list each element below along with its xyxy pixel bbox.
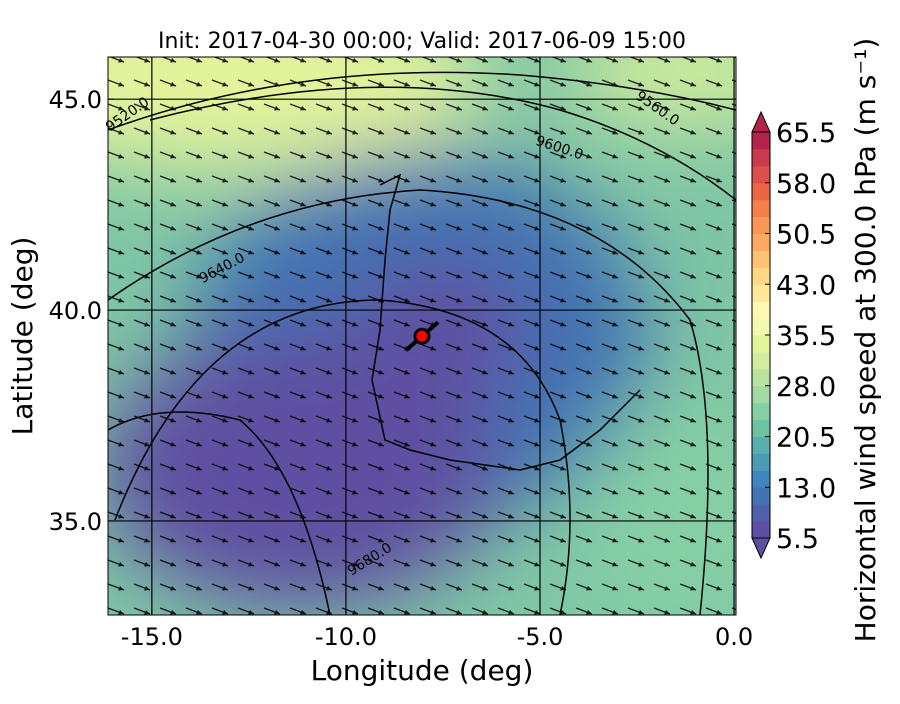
colorbar-segment [752,301,770,319]
colorbar-tick-label: 13.0 [776,473,836,504]
colorbar-tick-label: 28.0 [776,372,836,403]
colorbar-segment [752,436,770,454]
colorbar-tick-label: 58.0 [776,169,836,200]
plot-frame [107,56,737,616]
y-tick-label: 35.0 [49,508,102,536]
colorbar-segment [752,385,770,404]
x-tick-label: -10.0 [315,623,377,651]
x-tick-label: 0.0 [715,623,753,651]
colorbar-segment [752,250,770,268]
x-tick-label: -15.0 [121,623,183,651]
colorbar-segment [752,233,770,251]
map-field [108,57,736,615]
colorbar-tick-label: 35.5 [776,321,836,352]
colorbar-segment [752,335,770,353]
colorbar-segment [752,368,770,387]
colorbar-segment [752,487,770,505]
colorbar-segment [752,199,770,218]
colorbar-tick-label: 65.5 [776,118,836,149]
location-marker [413,327,431,345]
colorbar-label: Horizontal wind speed at 300.0 hPa (m s⁻… [849,38,882,643]
colorbar-segment [752,419,770,437]
y-axis-label: Latitude (deg) [6,237,39,436]
title: Init: 2017-04-30 00:00; Valid: 2017-06-0… [158,29,686,54]
colorbar-segment [752,402,770,421]
colorbar-segment [752,318,770,336]
colorbar-segment [752,521,770,539]
colorbar-segment [752,267,770,285]
colorbar-segment [752,148,770,167]
colorbar-segment [752,453,770,471]
colorbar-segment [752,284,770,302]
colorbar-tick-label: 50.5 [776,220,836,251]
colorbar-tick-label: 5.5 [776,524,819,555]
colorbar-extend-max [751,110,771,133]
colorbar-extend-min [751,537,771,560]
x-tick-label: -5.0 [517,623,564,651]
colorbar-segment [752,470,770,488]
colorbar-segment [752,216,770,234]
contours [108,71,736,615]
colorbar-segment [752,351,770,370]
colorbar-segment [752,182,770,201]
colorbar-segment [752,165,770,184]
colorbar-tick-label: 20.5 [776,423,836,454]
y-tick-label: 40.0 [49,297,102,325]
colorbar-segment [752,504,770,522]
y-tick-label: 45.0 [49,86,102,114]
x-axis-label: Longitude (deg) [311,654,534,687]
colorbar-segment [752,132,770,150]
colorbar-tick-label: 43.0 [776,270,836,301]
